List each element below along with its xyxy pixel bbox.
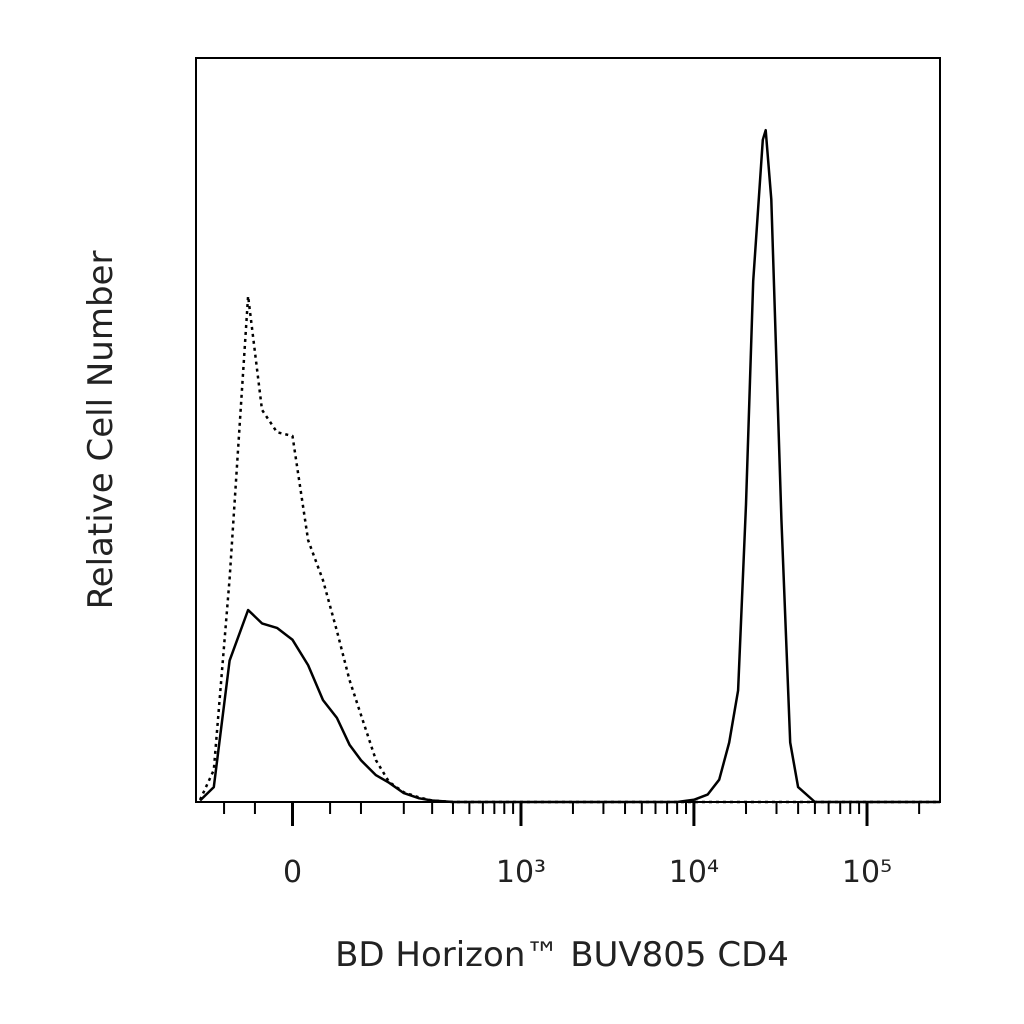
histogram-line <box>198 294 940 804</box>
x-tick-label: 0 <box>283 855 302 890</box>
plot-frame <box>195 57 941 803</box>
x-axis-title: BD Horizon™ BUV805 CD4 <box>335 935 789 975</box>
x-tick-label: 10⁵ <box>842 855 892 890</box>
x-tick-label: 10³ <box>496 855 546 890</box>
x-tick-label: 10⁴ <box>669 855 719 890</box>
y-axis-title: Relative Cell Number <box>81 251 121 610</box>
histogram-line <box>199 128 940 804</box>
